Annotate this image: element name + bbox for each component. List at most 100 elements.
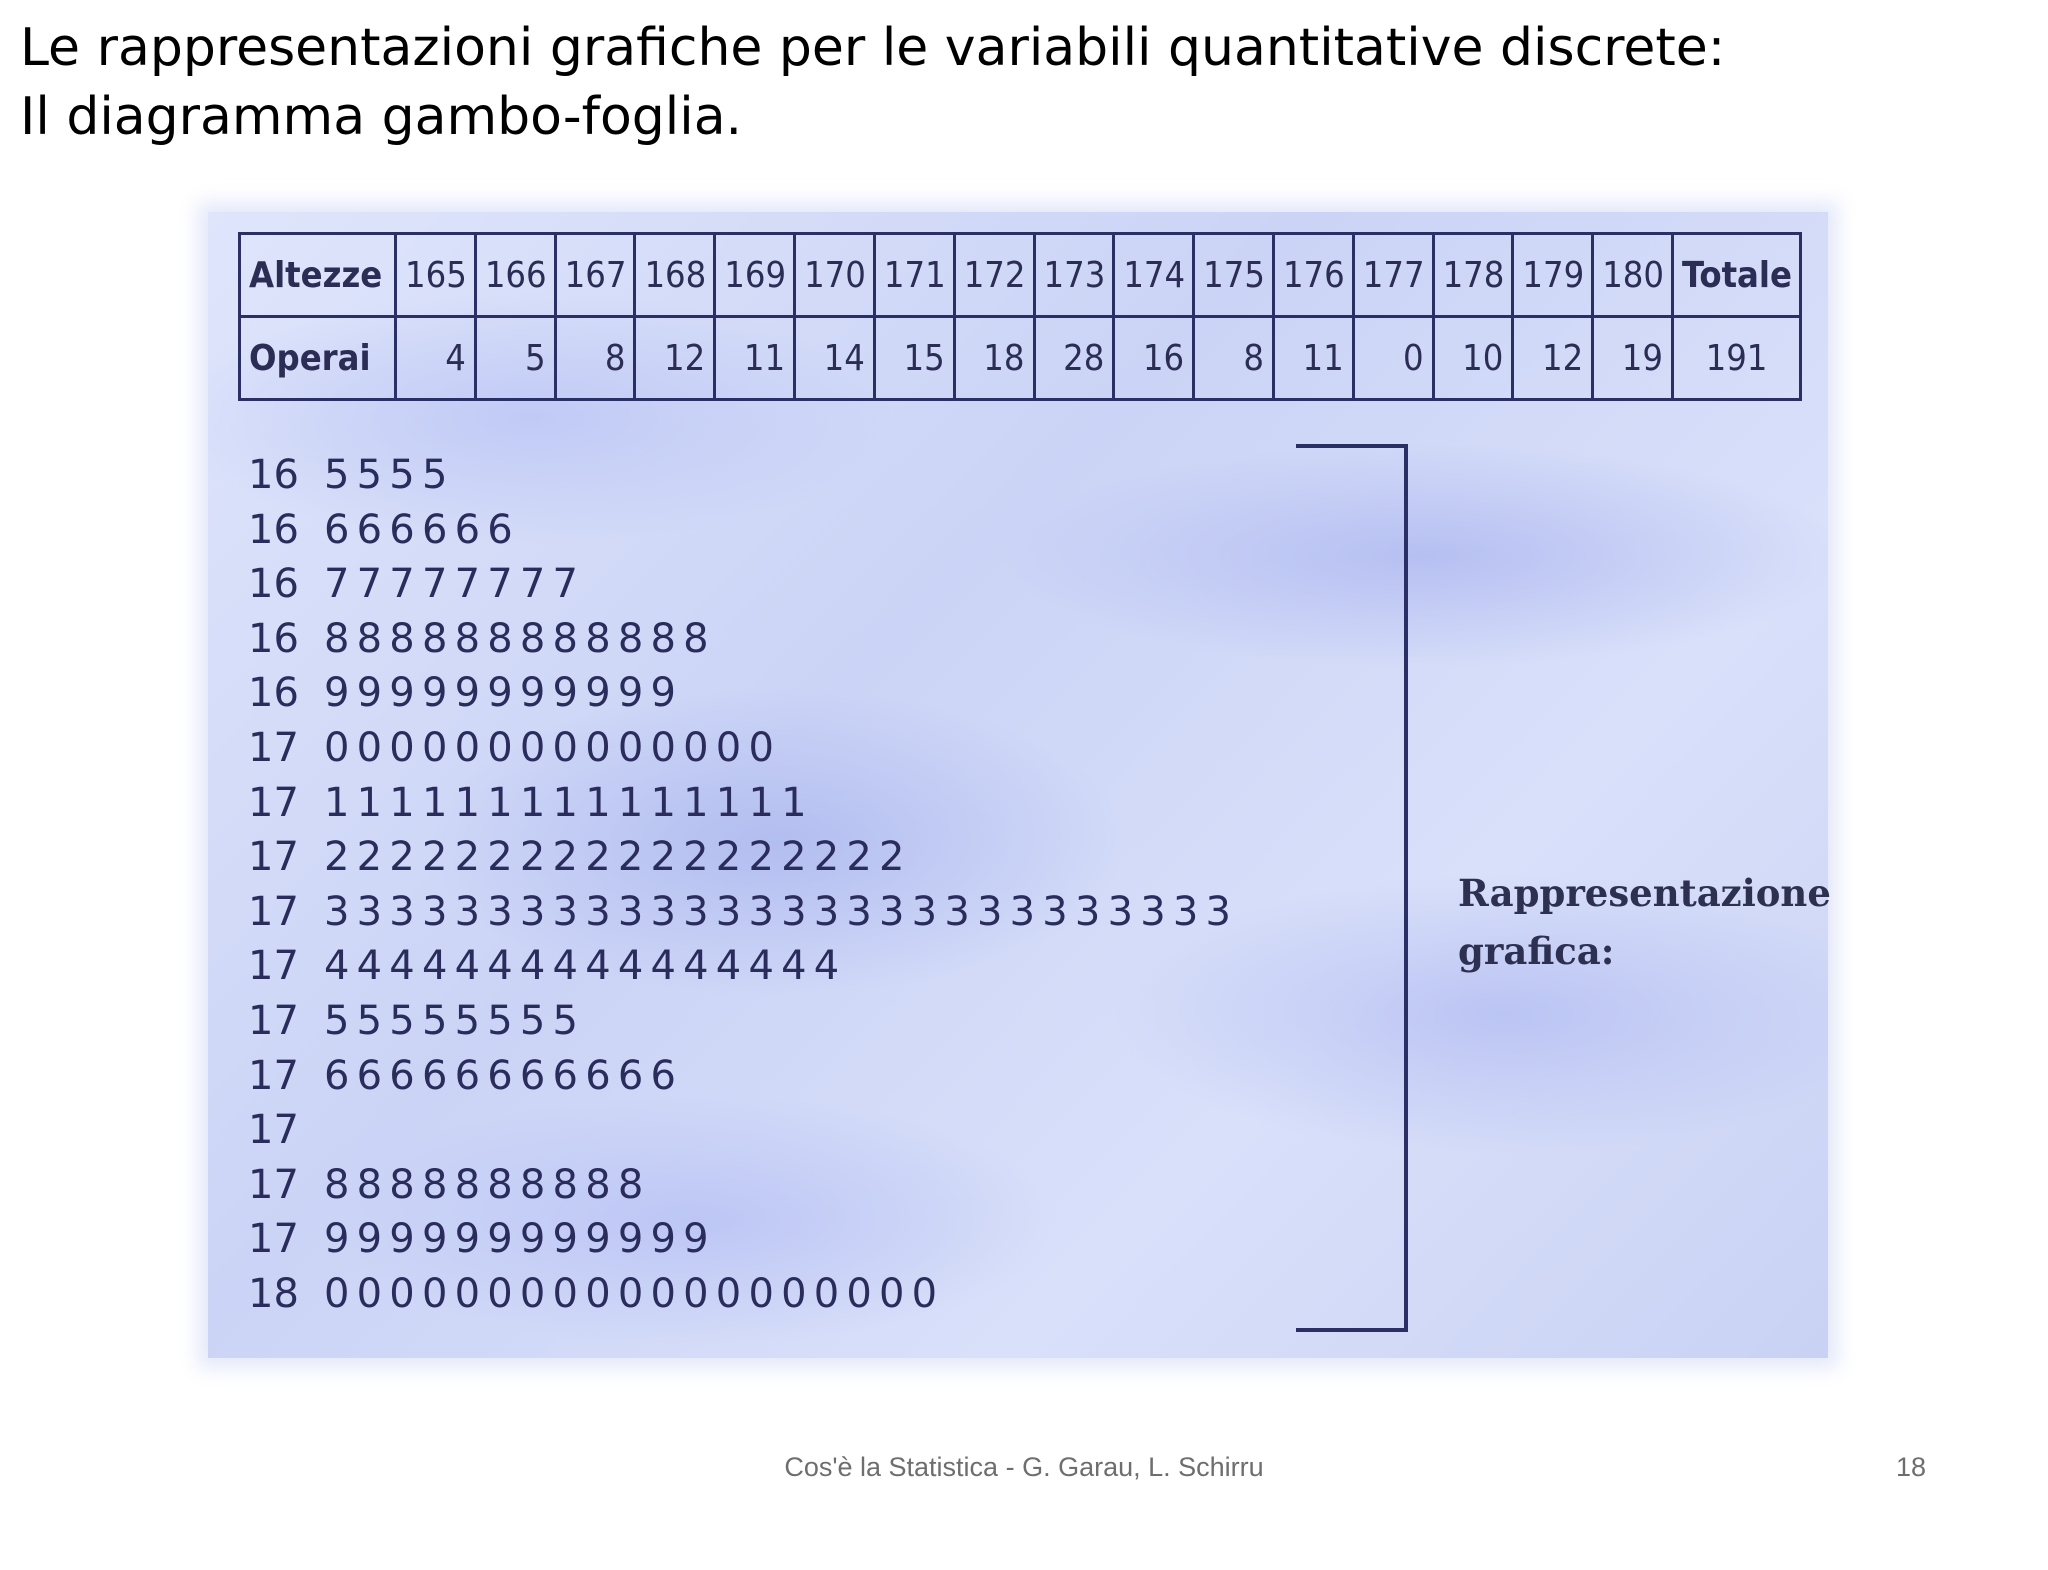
heights-header: Altezze [238, 232, 397, 318]
height-cell: 171 [872, 232, 956, 318]
stem: 18 [248, 1270, 299, 1317]
stem: 17 [248, 779, 299, 826]
leaves: 666666 [324, 506, 520, 553]
workers-cell: 15 [872, 315, 956, 401]
height-cell: 177 [1351, 232, 1435, 318]
leaves: 00000000000000 [324, 724, 782, 771]
bracket-bottom-line [1296, 1328, 1408, 1332]
height-cell: 178 [1431, 232, 1515, 318]
height-cell: 179 [1511, 232, 1595, 318]
stem-leaf-row: 16 666666 [248, 503, 1238, 558]
workers-cell: 19 [1591, 315, 1674, 401]
figure-caption: Rappresentazione grafica: [1458, 864, 1831, 980]
leaves: 888888888888 [324, 615, 716, 662]
leaves: 5555 [324, 452, 455, 498]
leaves: 0000000000000000000 [324, 1270, 945, 1317]
workers-cell: 18 [952, 315, 1036, 401]
stem-leaf-row: 17 222222222222222222 [248, 830, 1238, 885]
workers-cell: 5 [473, 315, 557, 401]
stem: 17 [248, 1052, 299, 1099]
total-header: Totale [1671, 232, 1802, 318]
leaves: 55555555 [324, 997, 586, 1044]
height-cell: 180 [1591, 232, 1674, 318]
height-cell: 167 [553, 232, 637, 318]
stem: 17 [248, 1216, 299, 1263]
stem-leaf-row: 17 999999999999 [248, 1212, 1238, 1267]
workers-header: Operai [238, 315, 397, 401]
frequency-table: Altezze 165 166 167 168 169 170 171 172 … [238, 232, 1802, 401]
workers-cell: 4 [394, 315, 477, 401]
leaves: 3333333333333333333333333333 [324, 888, 1239, 935]
stem-leaf-row: 18 0000000000000000000 [248, 1267, 1238, 1322]
stem: 17 [248, 888, 299, 935]
stem-leaf-row: 17 [248, 1103, 1238, 1158]
leaves: 8888888888 [324, 1161, 651, 1208]
total-value: 191 [1671, 315, 1802, 401]
slide-title-line-2: Il diagramma gambo-foglia. [20, 87, 743, 147]
height-cell: 166 [473, 232, 557, 318]
stem: 16 [248, 561, 299, 608]
page-number: 18 [1896, 1452, 1927, 1482]
stem-leaf-row: 17 111111111111111 [248, 776, 1238, 831]
workers-row: Operai 4 5 8 12 11 14 15 18 28 16 8 11 0… [238, 315, 1802, 401]
stem: 17 [248, 943, 299, 990]
stem-leaf-row: 17 3333333333333333333333333333 [248, 885, 1238, 940]
stem: 16 [248, 506, 299, 553]
stem-leaf-row: 16 888888888888 [248, 612, 1238, 667]
leaves: 111111111111111 [324, 779, 814, 826]
workers-cell: 16 [1112, 315, 1196, 401]
stem-leaf-row: 17 66666666666 [248, 1049, 1238, 1104]
leaves: 999999999999 [324, 1216, 716, 1263]
workers-cell: 28 [1032, 315, 1116, 401]
stem-leaf-row: 16 5555 [248, 448, 1238, 503]
stem: 17 [248, 1107, 299, 1154]
stem: 17 [248, 724, 299, 771]
leaves: 77777777 [324, 561, 586, 608]
bracket-vertical-line [1404, 444, 1408, 1332]
stem: 17 [248, 834, 299, 881]
leaves: 222222222222222222 [324, 834, 912, 881]
leaves: 4444444444444444 [324, 943, 847, 990]
workers-cell: 0 [1351, 315, 1435, 401]
stem: 16 [248, 615, 299, 662]
slide-footer: Cos'è la Statistica - G. Garau, L. Schir… [784, 1452, 1264, 1482]
caption-line-1: Rappresentazione [1458, 871, 1831, 915]
height-cell: 169 [713, 232, 797, 318]
height-cell: 172 [952, 232, 1036, 318]
slide-title-line-1: Le rappresentazioni grafiche per le vari… [20, 18, 1726, 78]
slide-title: Le rappresentazioni grafiche per le vari… [20, 14, 1725, 152]
workers-cell: 14 [793, 315, 876, 401]
height-cell: 174 [1112, 232, 1196, 318]
stem: 17 [248, 1161, 299, 1208]
workers-cell: 8 [553, 315, 637, 401]
stem-leaf-row: 17 55555555 [248, 994, 1238, 1049]
stem-leaf-row: 17 8888888888 [248, 1158, 1238, 1213]
stem-leaf-figure: Altezze 165 166 167 168 169 170 171 172 … [208, 212, 2028, 1570]
stem: 17 [248, 997, 299, 1044]
stem-leaf-row: 17 00000000000000 [248, 721, 1238, 776]
stem-leaf-row: 17 4444444444444444 [248, 939, 1238, 994]
height-cell: 173 [1032, 232, 1116, 318]
image-corner-patch [1928, 1470, 2028, 1570]
workers-cell: 12 [633, 315, 717, 401]
stem-leaf-row: 16 77777777 [248, 557, 1238, 612]
stem-leaf-row: 16 99999999999 [248, 666, 1238, 721]
workers-cell: 11 [713, 315, 797, 401]
height-cell: 175 [1192, 232, 1275, 318]
workers-cell: 10 [1431, 315, 1515, 401]
workers-cell: 12 [1511, 315, 1595, 401]
stem: 16 [248, 452, 299, 498]
height-cell: 170 [793, 232, 876, 318]
height-cell: 176 [1271, 232, 1355, 318]
height-cell: 165 [394, 232, 477, 318]
stem: 16 [248, 670, 299, 717]
height-cell: 168 [633, 232, 717, 318]
stem-leaf-plot: 16 5555 16 666666 16 77777777 16 88888888888… [248, 448, 1238, 1322]
caption-line-2: grafica: [1458, 929, 1615, 973]
workers-cell: 11 [1271, 315, 1355, 401]
heights-row: Altezze 165 166 167 168 169 170 171 172 … [238, 232, 1802, 318]
leaves: 66666666666 [324, 1052, 684, 1099]
leaves: 99999999999 [324, 670, 684, 717]
bracket-top-line [1296, 444, 1406, 448]
workers-cell: 8 [1192, 315, 1275, 401]
